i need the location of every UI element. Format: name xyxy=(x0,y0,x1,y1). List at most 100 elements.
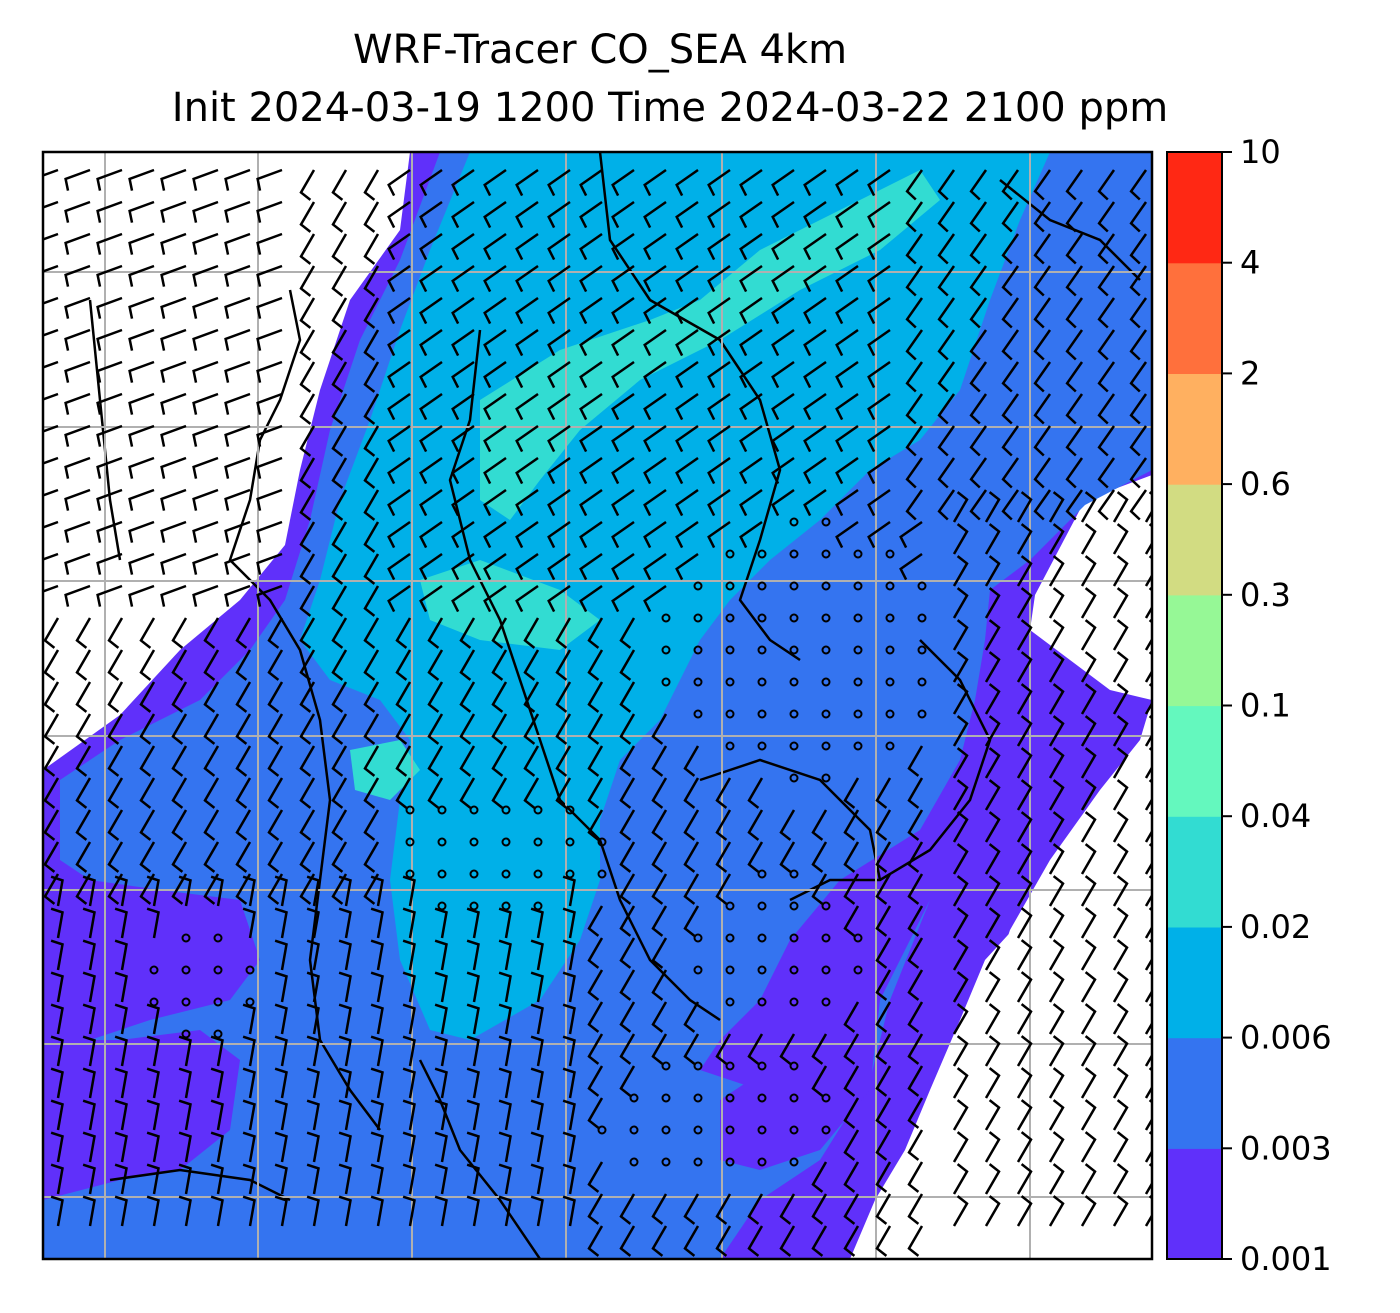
wind-barb xyxy=(192,264,219,287)
wind-barb xyxy=(363,329,380,361)
calm-wind-marker xyxy=(661,645,671,655)
wind-barb xyxy=(1016,939,1033,971)
wind-barb xyxy=(984,619,1001,651)
calm-wind-marker xyxy=(789,1157,799,1167)
wind-barb xyxy=(160,584,187,607)
wind-barb xyxy=(643,488,667,517)
calm-wind-marker xyxy=(853,581,863,591)
wind-barb xyxy=(937,233,956,265)
wind-barb xyxy=(96,264,123,287)
wind-barb xyxy=(419,360,443,389)
wind-barb xyxy=(43,264,59,273)
wind-barb xyxy=(1048,619,1065,651)
wind-barb xyxy=(835,200,859,229)
wind-barb xyxy=(331,809,348,841)
wind-barb xyxy=(128,424,155,447)
wind-barb xyxy=(875,1065,892,1097)
map-panel[interactable] xyxy=(34,152,1159,1259)
wind-barb xyxy=(114,971,128,1003)
wind-barb xyxy=(643,232,667,261)
wind-barb xyxy=(402,907,416,939)
wind-barb xyxy=(1048,779,1065,811)
wind-barb xyxy=(1048,555,1065,587)
wind-barb xyxy=(75,777,92,809)
wind-barb xyxy=(619,1225,636,1257)
wind-barb xyxy=(843,1097,860,1129)
wind-barb xyxy=(1129,329,1148,361)
wind-barb xyxy=(523,649,540,681)
wind-barb xyxy=(867,392,891,421)
wind-barb xyxy=(683,809,700,841)
wind-barb xyxy=(803,328,827,357)
wind-barb xyxy=(952,779,969,811)
wind-barb xyxy=(1048,491,1065,523)
wind-barb xyxy=(803,360,827,389)
calm-wind-marker xyxy=(693,1093,703,1103)
wind-barb xyxy=(867,520,891,549)
wind-barb xyxy=(969,169,988,201)
wind-barb xyxy=(1144,875,1152,907)
wind-barb xyxy=(1080,1163,1097,1195)
wind-barb xyxy=(331,265,348,297)
wind-barb xyxy=(451,200,475,229)
wind-barb xyxy=(128,360,155,383)
calm-wind-marker xyxy=(405,805,415,815)
wind-barb xyxy=(1048,939,1065,971)
calm-wind-marker xyxy=(565,837,575,847)
calm-wind-marker xyxy=(213,933,223,943)
calm-wind-marker xyxy=(853,965,863,975)
calm-wind-marker xyxy=(789,741,799,751)
wind-barb xyxy=(651,745,668,777)
wind-barb xyxy=(483,456,507,485)
wind-barb xyxy=(192,296,219,319)
wind-barb xyxy=(579,360,603,389)
wind-barb xyxy=(146,1195,160,1227)
wind-barb xyxy=(160,456,187,479)
wind-barb xyxy=(937,457,956,489)
calm-wind-marker xyxy=(917,709,927,719)
wind-barb xyxy=(299,681,316,713)
wind-barb xyxy=(1097,329,1116,361)
wind-barb xyxy=(171,745,188,777)
wind-barb xyxy=(969,329,988,361)
wind-barb xyxy=(395,681,412,713)
calm-wind-marker xyxy=(725,1093,735,1103)
wind-barb xyxy=(835,168,859,197)
wind-barb xyxy=(515,296,539,325)
wind-barb xyxy=(64,488,91,511)
wind-barb xyxy=(1112,811,1129,843)
wind-barb xyxy=(952,523,969,555)
wind-barb xyxy=(1144,651,1152,683)
wind-barb xyxy=(643,296,667,325)
calm-wind-marker xyxy=(629,1125,639,1135)
wind-barb xyxy=(299,233,316,265)
wind-barb xyxy=(1129,201,1148,233)
calm-wind-marker xyxy=(661,1125,671,1135)
wind-barb xyxy=(235,809,252,841)
calm-wind-marker xyxy=(757,901,767,911)
wind-barb xyxy=(1144,939,1152,971)
wind-barb xyxy=(128,552,155,575)
calm-wind-marker xyxy=(821,1093,831,1103)
wind-barb xyxy=(50,939,64,971)
wind-barb xyxy=(235,681,252,713)
wind-barb xyxy=(224,232,251,255)
wind-barb xyxy=(515,232,539,261)
calm-wind-marker xyxy=(469,837,479,847)
calm-wind-marker xyxy=(725,581,735,591)
wind-barb xyxy=(82,1195,96,1227)
wind-barb xyxy=(64,232,91,255)
wind-barb xyxy=(331,329,348,361)
wind-barb xyxy=(811,1065,828,1097)
wind-barb xyxy=(459,713,476,745)
wind-barb xyxy=(619,713,636,745)
wind-barb xyxy=(875,841,892,873)
wind-barb xyxy=(1129,361,1148,393)
wind-barb xyxy=(370,907,384,939)
wind-barb xyxy=(299,777,316,809)
wind-barb xyxy=(498,1195,512,1227)
wind-barb xyxy=(1001,425,1020,457)
wind-barb xyxy=(937,297,956,329)
wind-barb xyxy=(459,617,476,649)
wind-barb xyxy=(739,200,763,229)
